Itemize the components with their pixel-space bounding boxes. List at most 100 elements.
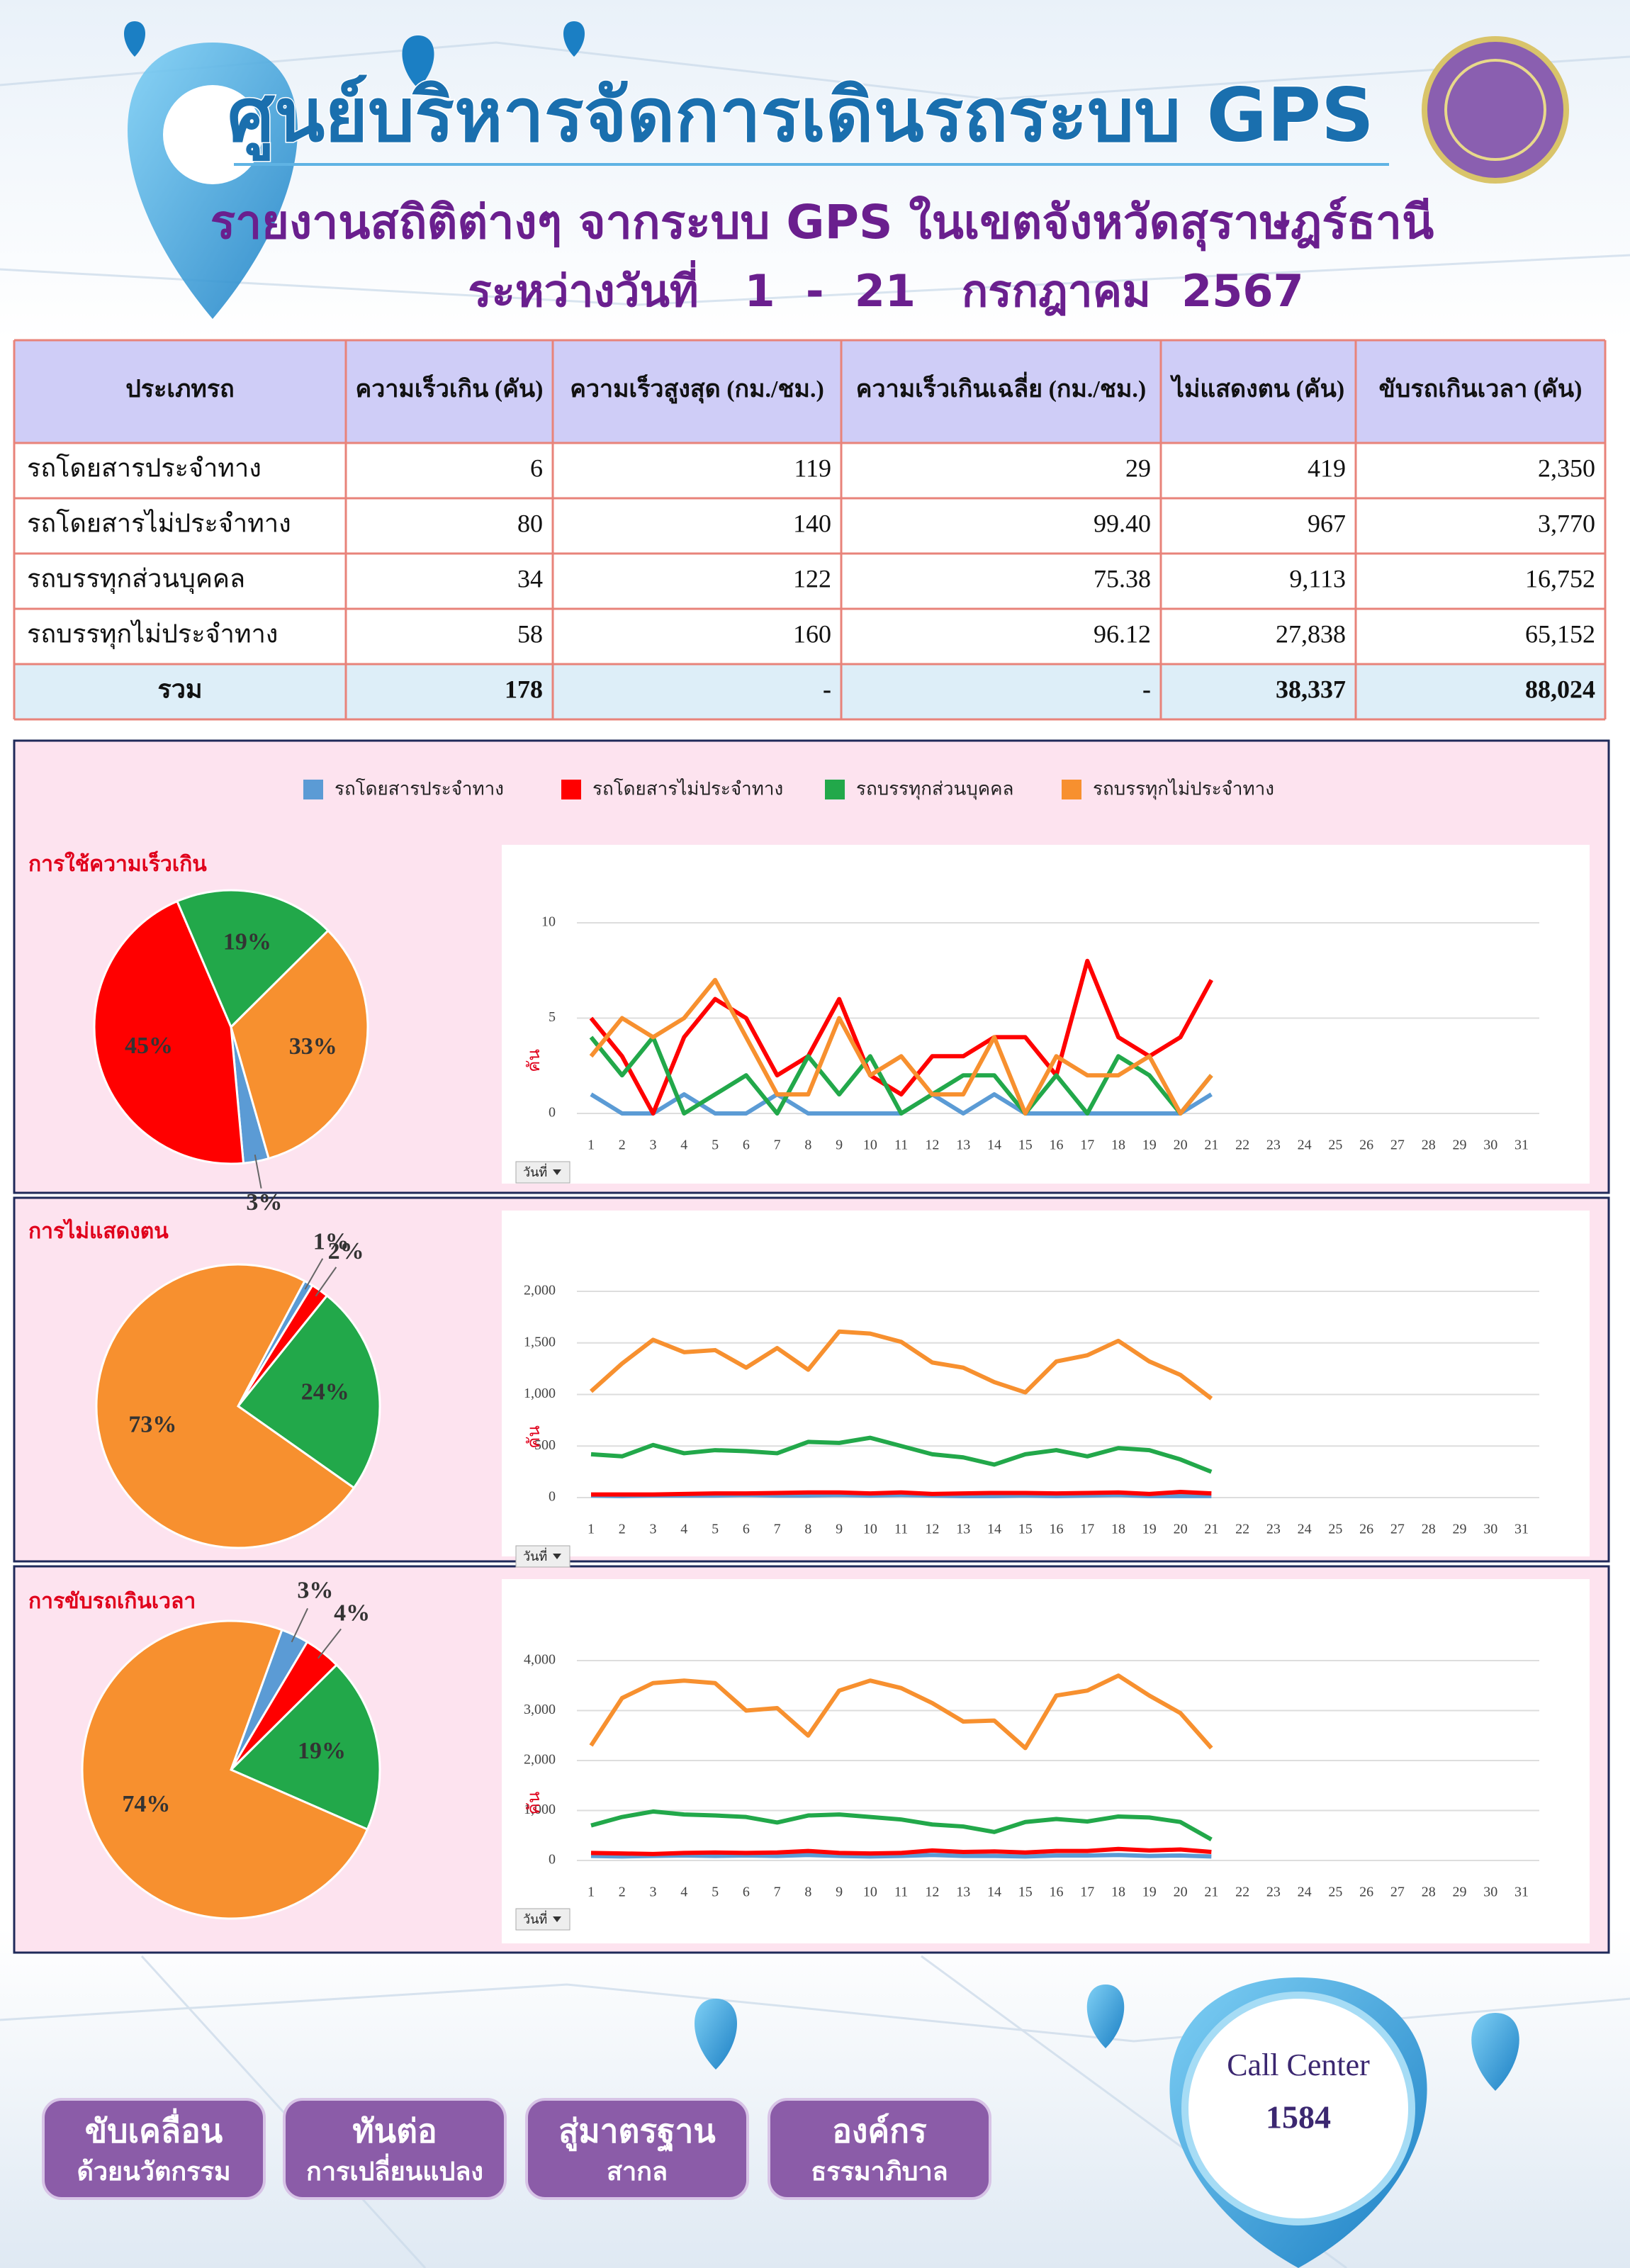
pie-slice bbox=[236, 1294, 381, 1490]
x-tick-label: 28 bbox=[1422, 1522, 1436, 1537]
series-line bbox=[590, 1846, 1212, 1856]
footer-pins bbox=[695, 1977, 1519, 2268]
x-tick-label: 23 bbox=[1266, 1885, 1281, 1900]
x-tick-label: 10 bbox=[863, 1522, 877, 1537]
column-header: ประเภทรถ bbox=[125, 376, 234, 403]
y-tick-label: 1,000 bbox=[524, 1802, 556, 1817]
table-header-bg bbox=[14, 340, 1605, 443]
x-tick-label: 30 bbox=[1483, 1522, 1497, 1537]
legend: รถโดยสารประจำทาง รถโดยสารไม่ประจำทาง รถบรร… bbox=[303, 778, 1274, 800]
badge bbox=[768, 2098, 991, 2200]
x-tick-label: 2 bbox=[619, 1885, 626, 1900]
table-cell: 419 bbox=[1308, 454, 1346, 482]
table-cell: รถบรรทุกไม่ประจำทาง bbox=[27, 619, 278, 649]
x-tick-label: 31 bbox=[1514, 1885, 1529, 1900]
y-tick-label: 1,000 bbox=[524, 1386, 556, 1401]
dropdown[interactable] bbox=[515, 1908, 570, 1931]
pie-slice bbox=[230, 928, 369, 1160]
legend-label: รถโดยสารประจำทาง bbox=[335, 778, 504, 800]
pie-slice bbox=[229, 1663, 381, 1831]
pie-label: 19% bbox=[298, 1738, 346, 1764]
badge-line2: ธรรมาภิบาล bbox=[811, 2157, 948, 2186]
series-line bbox=[590, 1809, 1213, 1842]
dropdown-arrow bbox=[553, 1169, 561, 1175]
x-tick-label: 23 bbox=[1266, 1138, 1281, 1153]
y-tick-label: 10 bbox=[541, 914, 556, 930]
y-tick-label: 4,000 bbox=[524, 1652, 556, 1668]
table-cell: 29 bbox=[1125, 454, 1151, 482]
x-tick-label: 26 bbox=[1359, 1885, 1373, 1900]
x-tick-label: 9 bbox=[836, 1138, 843, 1153]
y-tick-label: 3,000 bbox=[524, 1702, 556, 1717]
x-tick-label: 16 bbox=[1050, 1138, 1064, 1153]
x-tick-label: 13 bbox=[956, 1138, 970, 1153]
table-cell: 27,838 bbox=[1276, 619, 1346, 648]
table-cell: 75.38 bbox=[1094, 564, 1151, 593]
column-header: ความเร็วสูงสุด (กม./ชม.) bbox=[570, 374, 824, 404]
y-tick-label: 0 bbox=[549, 1105, 556, 1121]
x-tick-label: 6 bbox=[743, 1138, 750, 1153]
x-tick-label: 30 bbox=[1483, 1885, 1497, 1900]
x-tick-label: 28 bbox=[1422, 1885, 1436, 1900]
x-tick-label: 10 bbox=[863, 1138, 877, 1153]
table-cell: รถโดยสารประจำทาง bbox=[27, 453, 262, 482]
x-tick-label: 25 bbox=[1328, 1885, 1342, 1900]
pie-label: 3% bbox=[246, 1189, 282, 1216]
column-header: ขับรถเกินเวลา (คัน) bbox=[1379, 376, 1583, 403]
x-tick-label: 12 bbox=[925, 1522, 939, 1537]
pie-label: 4% bbox=[334, 1600, 370, 1626]
x-tick-label: 19 bbox=[1142, 1885, 1157, 1900]
x-tick-label: 12 bbox=[925, 1138, 939, 1153]
dropdown[interactable] bbox=[515, 1545, 570, 1568]
series-line bbox=[589, 958, 1213, 1116]
x-tick-label: 1 bbox=[588, 1138, 595, 1153]
x-tick-label: 23 bbox=[1266, 1522, 1281, 1537]
pie-slice bbox=[95, 1263, 356, 1549]
x-tick-label: 27 bbox=[1390, 1522, 1405, 1537]
badge-line1: สู่มาตรฐาน bbox=[558, 2112, 716, 2152]
legend-swatch bbox=[561, 780, 581, 799]
pie-label: 1% bbox=[313, 1229, 349, 1255]
x-tick-label: 20 bbox=[1174, 1138, 1188, 1153]
table-cell: 2,350 bbox=[1538, 454, 1595, 482]
legend-swatch bbox=[1062, 780, 1081, 799]
x-tick-label: 30 bbox=[1483, 1138, 1497, 1153]
x-tick-label: 17 bbox=[1080, 1138, 1094, 1153]
pie-label: 3% bbox=[297, 1577, 333, 1603]
x-tick-label: 9 bbox=[836, 1885, 843, 1900]
x-tick-label: 25 bbox=[1328, 1138, 1342, 1153]
chart-box bbox=[502, 845, 1590, 1184]
dropdown[interactable] bbox=[515, 1161, 570, 1184]
x-tick-label: 22 bbox=[1235, 1885, 1249, 1900]
x-tick-label: 17 bbox=[1080, 1522, 1094, 1537]
x-tick-label: 18 bbox=[1111, 1885, 1125, 1900]
column-header: ไม่แสดงตน (คัน) bbox=[1170, 374, 1344, 403]
x-tick-label: 22 bbox=[1235, 1138, 1249, 1153]
x-tick-label: 29 bbox=[1452, 1522, 1466, 1537]
x-tick-label: 3 bbox=[650, 1138, 657, 1153]
table-cell: 9,113 bbox=[1289, 564, 1346, 593]
x-tick-label: 25 bbox=[1328, 1522, 1342, 1537]
x-tick-label: 24 bbox=[1298, 1138, 1312, 1153]
table-cell: 122 bbox=[793, 564, 831, 593]
y-tick-label: 2,000 bbox=[524, 1752, 556, 1768]
period: ระหว่างวันที่ 1 - 21 กรกฎาคม 2567 bbox=[468, 260, 1303, 317]
leader-line bbox=[304, 1258, 324, 1290]
y-tick-label: 2,000 bbox=[524, 1283, 556, 1298]
y-tick-label: 5 bbox=[549, 1009, 556, 1025]
y-tick-label: 500 bbox=[534, 1437, 556, 1453]
table-cell: 3,770 bbox=[1538, 509, 1595, 537]
x-tick-label: 27 bbox=[1390, 1138, 1405, 1153]
x-tick-label: 18 bbox=[1111, 1522, 1125, 1537]
pie-label: 19% bbox=[223, 928, 271, 955]
column-header: ความเร็วเกิน (คัน) bbox=[356, 374, 544, 403]
x-tick-label: 1 bbox=[588, 1885, 595, 1900]
footer-badges: ขับเคลื่อนด้วยนวัตกรรม ทันต่อการเปลี่ยนแป… bbox=[42, 2098, 991, 2200]
header-pins bbox=[124, 21, 585, 319]
x-tick-label: 10 bbox=[863, 1885, 877, 1900]
y-axis-label: คัน bbox=[524, 1425, 544, 1448]
pie-label: 45% bbox=[125, 1033, 173, 1059]
table-cell: 967 bbox=[1308, 509, 1346, 537]
